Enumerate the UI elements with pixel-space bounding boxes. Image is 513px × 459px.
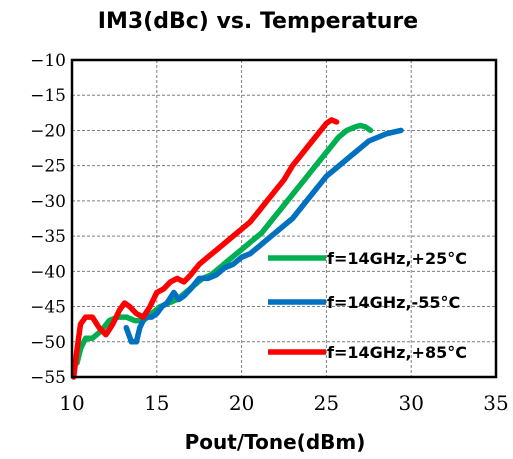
x-axis-ticks: 10 15 20 25 30 35 (59, 391, 508, 415)
series-line (70, 117, 340, 380)
grid (72, 60, 496, 377)
series-line (123, 127, 404, 345)
x-tick-label: 15 (144, 391, 169, 415)
x-tick-label: 10 (59, 391, 84, 415)
y-tick-label: −55 (30, 368, 66, 388)
y-tick-label: −30 (30, 192, 66, 212)
plot-frame (70, 58, 498, 379)
chart-title: IM3(dBc) vs. Temperature (98, 9, 418, 34)
x-axis-label: Pout/Tone(dBm) (185, 430, 366, 454)
x-tick-label: 25 (314, 391, 339, 415)
x-tick-label: 20 (229, 391, 254, 415)
legend-label: f=14GHz,-55°C (327, 293, 460, 312)
series-layer (70, 117, 404, 380)
y-tick-label: −10 (30, 51, 66, 71)
y-tick-label: −15 (30, 86, 66, 106)
legend: f=14GHz,+25°C f=14GHz,-55°C f=14GHz,+85°C (268, 249, 467, 362)
x-tick-label: 30 (398, 391, 423, 415)
y-axis-ticks: −10 −15 −20 −25 −30 −35 −40 −45 −50 −55 (30, 51, 66, 388)
series-line (74, 122, 374, 366)
legend-label: f=14GHz,+25°C (327, 249, 467, 268)
y-tick-label: −25 (30, 157, 66, 177)
legend-label: f=14GHz,+85°C (327, 343, 467, 362)
x-tick-label: 35 (483, 391, 508, 415)
y-tick-label: −50 (30, 333, 66, 353)
y-tick-label: −20 (30, 121, 66, 141)
y-tick-label: −45 (30, 298, 66, 318)
y-tick-label: −40 (30, 262, 66, 282)
y-tick-label: −35 (30, 227, 66, 247)
